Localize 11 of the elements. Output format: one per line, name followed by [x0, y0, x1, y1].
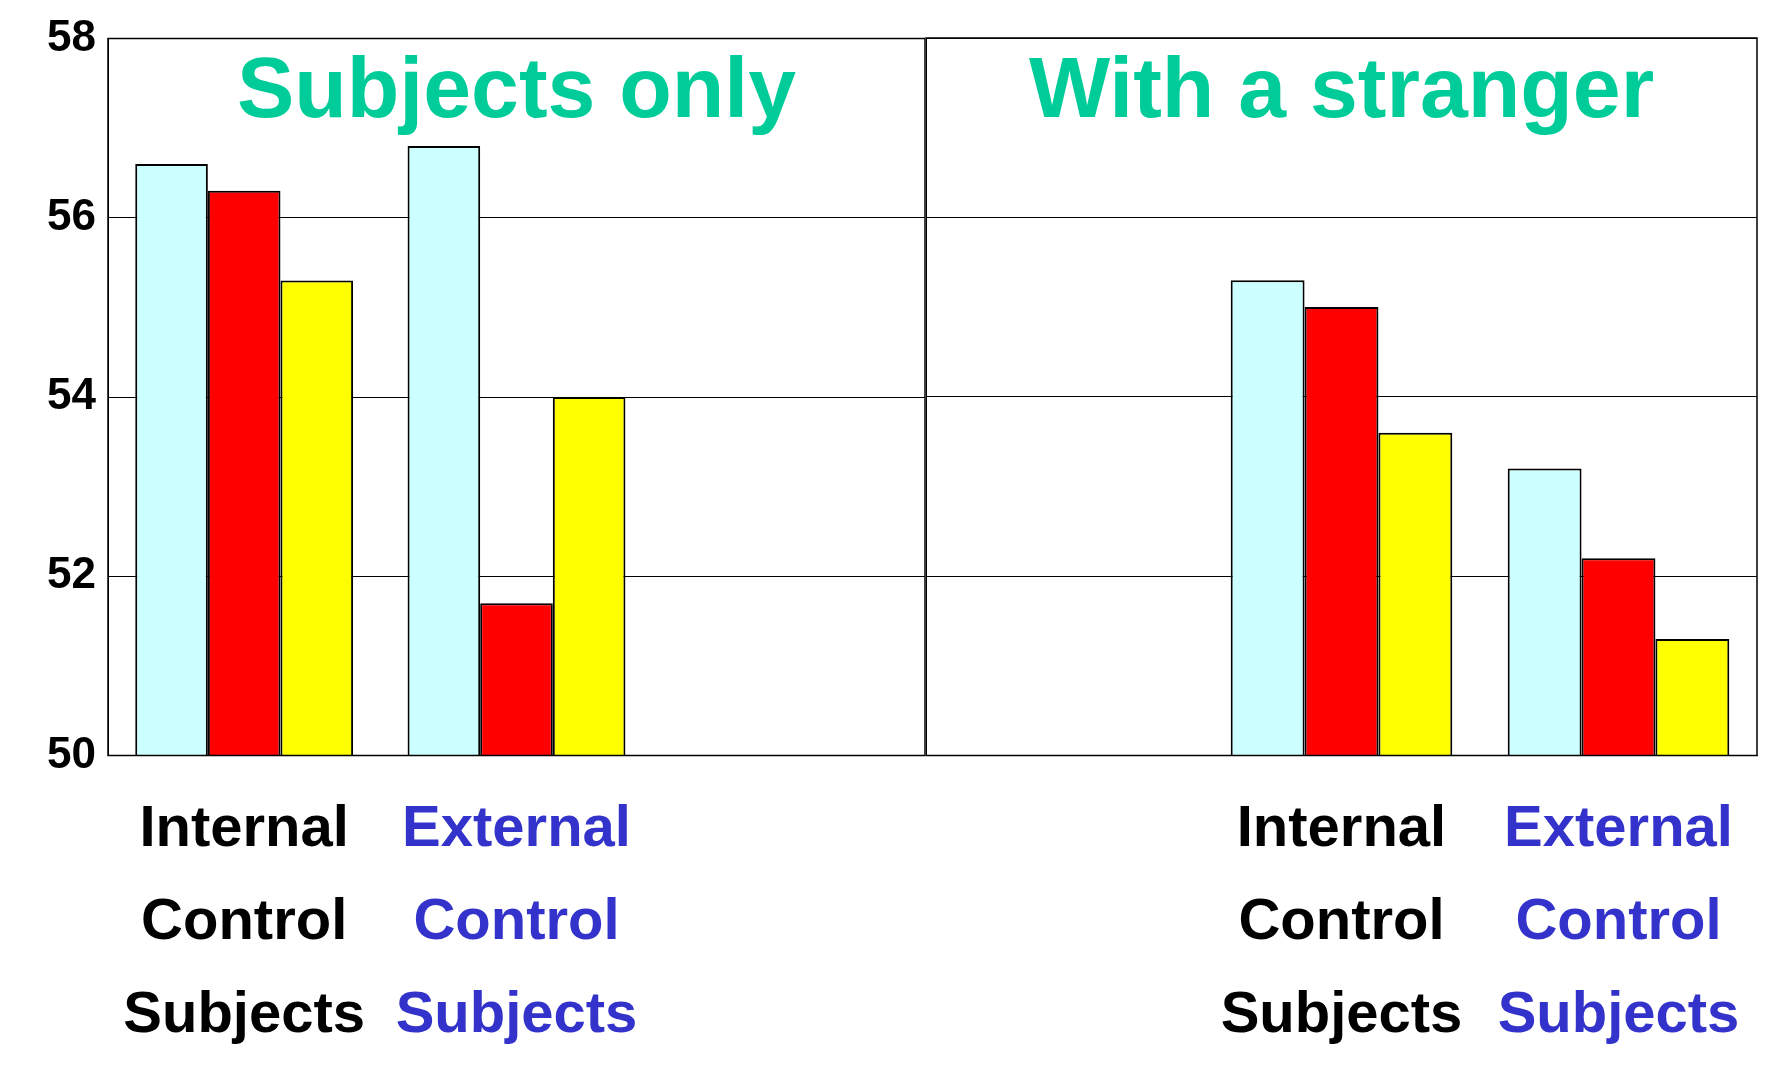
chart-title: Subjects only: [236, 39, 797, 136]
y-tick-label: 54: [47, 369, 97, 419]
y-tick-label: 56: [47, 189, 96, 239]
y-tick-label: 50: [47, 727, 96, 777]
y-tick-label: 52: [47, 548, 96, 598]
x-tick-label: External Control Subjects: [1497, 793, 1740, 1044]
y-tick-label: 58: [47, 10, 96, 60]
chart-title: With a stranger: [1028, 38, 1655, 135]
x-tick-label: External Control Subjects: [395, 793, 638, 1044]
x-tick-label: Internal Control Subjects: [1220, 793, 1463, 1044]
x-tick-label: Internal Control Subjects: [123, 793, 366, 1044]
